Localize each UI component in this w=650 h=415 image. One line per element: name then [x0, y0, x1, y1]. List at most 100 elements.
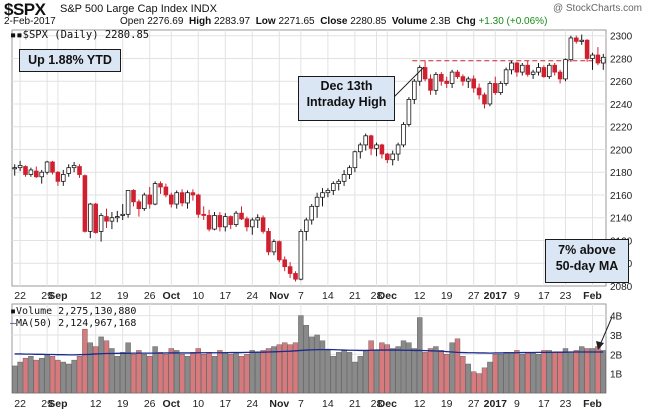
x-axis-label: 12: [414, 398, 426, 410]
candle-body: [12, 167, 17, 170]
volume-bar: [195, 348, 201, 394]
volume-bar: [368, 340, 374, 394]
candle-body: [298, 230, 304, 280]
volume-bar: [487, 361, 493, 394]
volume-bar: [244, 354, 250, 394]
volume-bar: [136, 350, 142, 394]
volume-bar: [384, 344, 390, 394]
volume-bar: [238, 356, 245, 394]
high-label: High: [188, 16, 212, 27]
volume-bar: [292, 342, 299, 394]
candle-body: [228, 216, 233, 225]
volume-tick-label: 2B: [610, 350, 623, 361]
volume-bar: [309, 336, 315, 394]
volume-bar: [147, 356, 153, 394]
candle-body: [147, 194, 152, 205]
volume-bar: [357, 356, 363, 394]
candle-body: [82, 175, 88, 232]
volume-bar: [152, 346, 158, 394]
candle-body: [190, 192, 196, 196]
price-tick-label: 2080: [610, 282, 633, 293]
ticker-symbol: $SPX: [4, 0, 46, 19]
volume-bar: [168, 348, 174, 394]
volume-ma-line: [14, 348, 604, 356]
candle-body: [514, 62, 520, 73]
candle-body: [66, 167, 71, 174]
dec13-pointer: [393, 66, 425, 98]
x-axis-label: 22: [14, 398, 26, 410]
volume-bar: [525, 352, 531, 394]
volume-bar: [190, 352, 196, 394]
x-axis-label: Dec: [378, 398, 397, 410]
candle-body: [547, 64, 552, 78]
volume-bar: [17, 361, 23, 394]
price-panel: 2080210021202140216021802200222022402260…: [11, 29, 633, 293]
volume-bar: [93, 346, 99, 394]
candle-body: [309, 205, 314, 221]
x-axis-label: 2017: [484, 398, 508, 410]
open-label: Open: [120, 16, 145, 27]
volume-bar: [184, 356, 191, 394]
volume-bar: [217, 350, 223, 394]
candle-body: [109, 217, 115, 222]
candle-body: [61, 174, 66, 182]
source-credit[interactable]: @ StockCharts.com: [552, 3, 642, 14]
candle-body: [277, 241, 282, 261]
candle-body: [374, 144, 379, 149]
volume-tick-label: 1B: [610, 370, 623, 381]
candle-body: [34, 170, 39, 178]
volume-bar: [222, 352, 228, 394]
candle-body: [579, 39, 584, 42]
volume-bar: [325, 350, 331, 394]
volume-bar: [201, 354, 207, 394]
price-legend: ▪▪$SPX (Daily) 2280.85: [10, 29, 149, 41]
candle-body: [212, 215, 217, 230]
candle-body: [260, 217, 266, 232]
candle-body: [55, 171, 61, 182]
candle-body: [352, 151, 358, 169]
candle-body: [444, 80, 449, 84]
volume-bar: [103, 340, 110, 394]
candle-body: [530, 71, 536, 75]
candle-body: [363, 135, 368, 146]
price-legend-text: $SPX (Daily) 2280.85: [22, 29, 150, 41]
x-axis-label: 19: [441, 398, 453, 410]
volume-bar: [498, 354, 504, 394]
volume-bar: [400, 340, 407, 394]
dec13-callout-line2: Intraday High: [306, 95, 387, 109]
high-value: 2283.97: [213, 16, 251, 27]
candle-body: [584, 39, 590, 59]
candle-body: [541, 67, 547, 78]
volume-bar: [319, 340, 326, 394]
x-axis-label: 23: [560, 290, 572, 302]
candle-body: [390, 153, 395, 161]
x-axis-label: 28: [371, 398, 383, 410]
x-axis-label: 17: [538, 398, 550, 410]
volume-bar: [206, 352, 212, 394]
dec13-callout: Dec 13th Intraday High: [298, 76, 395, 121]
candle-body: [314, 196, 320, 207]
volume-bar: [595, 346, 601, 394]
volume-bar: [71, 359, 77, 394]
candle-body: [379, 144, 385, 155]
volume-bar: [422, 352, 428, 394]
candle-body: [174, 192, 179, 205]
price-tick-label: 2280: [610, 54, 633, 65]
volume-bar: [130, 354, 137, 394]
volume-bar: [44, 354, 50, 394]
candle-body: [417, 67, 422, 82]
volume-bar: [589, 348, 596, 394]
ma-callout: 7% above 50-day MA: [545, 239, 629, 283]
volume-bar: [535, 354, 542, 394]
candle-body: [503, 69, 509, 84]
candle-body: [28, 169, 34, 175]
candle-body: [476, 87, 482, 96]
volume-bar: [530, 352, 536, 394]
volume-bar: [406, 342, 412, 394]
candle-body: [39, 171, 44, 178]
candle-body: [158, 183, 163, 188]
volume-bar: [546, 350, 552, 394]
candle-body: [482, 94, 487, 105]
x-axis-label: 24: [246, 398, 258, 410]
